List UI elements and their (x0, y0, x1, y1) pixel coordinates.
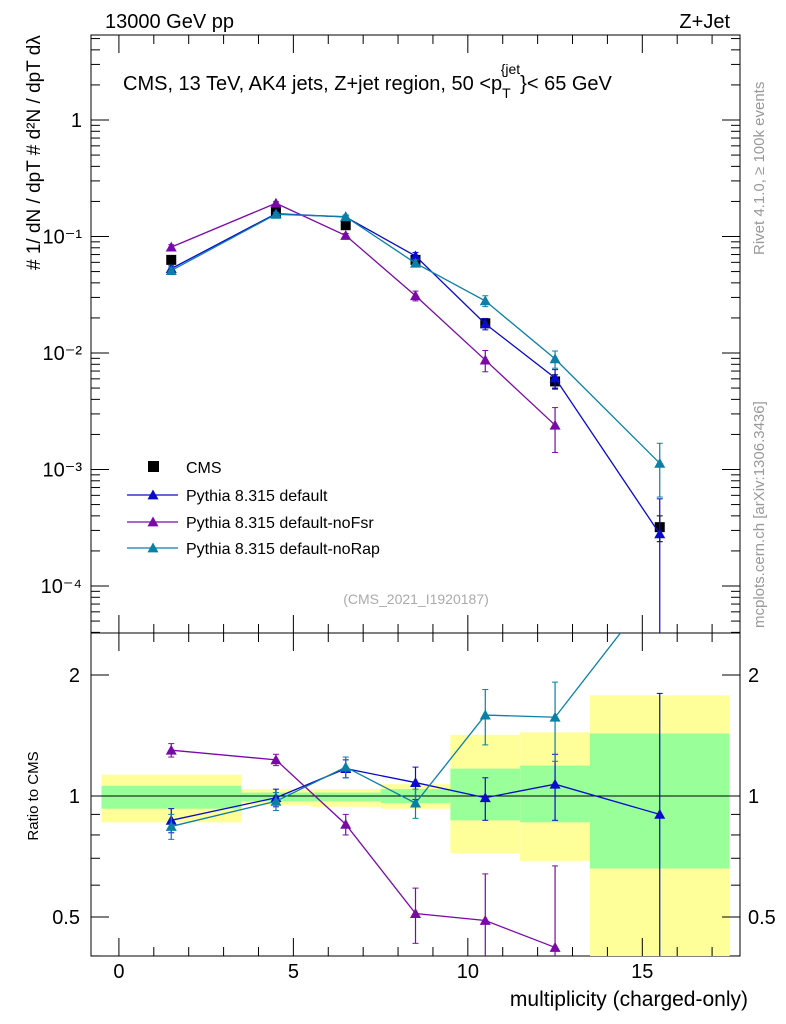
main-point-3 (340, 211, 352, 222)
main-ytick-label: 10⁻² (43, 343, 83, 365)
ratio-ytick-label-right: 0.5 (748, 907, 776, 929)
main-point-3 (410, 257, 421, 268)
main-point-1 (479, 318, 491, 329)
legend-marker-1 (147, 489, 159, 500)
ratio-series-group (165, 633, 666, 956)
legend: CMS Pythia 8.315 default Pythia 8.315 defa… (127, 460, 380, 558)
main-point-3 (270, 208, 282, 219)
ratio-plot-frame (90, 632, 741, 957)
main-y-label-text: # 1/ dN / dpT # d²N / dpT dλ (24, 35, 45, 270)
plot-title-sub: T (502, 85, 511, 101)
band-green-0 (101, 785, 242, 809)
ratio-y-label: Ratio to CMS (25, 751, 42, 840)
main-point-2 (479, 354, 491, 365)
ratio-point-1 (165, 744, 177, 755)
main-series-group (165, 197, 666, 633)
main-line-2 (171, 202, 556, 426)
legend-marker-3 (147, 542, 159, 553)
ratio-point-1 (340, 818, 352, 829)
legend-marker-2 (147, 516, 159, 527)
ratio-xtick-label: 5 (288, 961, 299, 983)
ratio-ytick-label: 1 (69, 786, 80, 808)
main-y-label: # 1/ dN / dpT # d²N / dpT dλ (24, 35, 45, 270)
main-axis-ticks: 10⁻⁴ 10⁻³ 10⁻² 10⁻¹ 1 (41, 35, 740, 633)
ratio-point-0 (410, 777, 421, 787)
main-point-1 (654, 528, 666, 539)
ratio-axis-ticks: 0 5 10 15 0.5 0.5 1 1 2 2 (52, 633, 776, 983)
main-ytick-label: 1 (71, 110, 82, 132)
legend-label-0: CMS (186, 460, 222, 477)
main-point-cms (340, 220, 351, 231)
main-point-2 (340, 229, 352, 240)
ratio-xtick-label: 15 (631, 961, 653, 983)
main-point-2 (410, 290, 421, 301)
main-point-2 (549, 419, 561, 430)
ratio-point-0 (479, 792, 491, 803)
ratio-point-1 (549, 941, 561, 952)
ratio-point-2 (340, 761, 352, 772)
main-point-cms (166, 254, 177, 265)
legend-label-1: Pythia 8.315 default (186, 488, 328, 505)
ratio-line-1 (171, 749, 556, 949)
x-axis-label: multiplicity (charged-only) (510, 988, 748, 1011)
ratio-xtick-label: 10 (457, 961, 479, 983)
main-point-2 (270, 197, 282, 208)
legend-label-2: Pythia 8.315 default-noFsr (186, 515, 374, 532)
legend-marker-cms (148, 461, 159, 472)
main-ytick-label: 10⁻⁴ (41, 576, 82, 598)
plot-title-sup: {jet (501, 61, 521, 77)
main-ytick-label: 10⁻³ (43, 460, 83, 482)
main-point-3 (165, 265, 177, 275)
ratio-point-1 (479, 915, 491, 925)
main-point-1 (549, 372, 561, 383)
ratio-point-2 (165, 820, 177, 831)
ratio-point-2 (479, 709, 491, 720)
main-point-3 (479, 295, 491, 306)
main-point-3 (654, 457, 666, 468)
ratio-point-2 (549, 711, 561, 722)
header-right: Z+Jet (679, 11, 730, 33)
ratio-ytick-label-right: 1 (748, 786, 759, 808)
ratio-ytick-label: 2 (69, 665, 80, 687)
main-ytick-label: 10⁻¹ (43, 227, 83, 249)
ratio-point-1 (270, 754, 282, 765)
main-point-2 (165, 241, 177, 252)
plot-title-main: CMS, 13 TeV, AK4 jets, Z+jet region, 50 … (123, 73, 502, 95)
analysis-reference: (CMS_2021_I1920187) (343, 591, 489, 607)
header-left: 13000 GeV pp (105, 11, 234, 33)
ratio-point-0 (549, 778, 561, 789)
main-point-3 (549, 353, 561, 364)
ratio-ytick-label: 0.5 (52, 907, 80, 929)
plot-title-end: }< 65 GeV (520, 73, 612, 95)
ratio-ytick-label-right: 2 (748, 665, 759, 687)
mcplots-label: mcplots.cern.ch [arXiv:1306.3436] (751, 401, 768, 628)
rivet-version-label: Rivet 4.1.0, ≥ 100k events (751, 82, 768, 255)
ratio-point-2 (270, 795, 282, 806)
ratio-xtick-label: 0 (113, 961, 124, 983)
main-point-1 (410, 250, 421, 261)
legend-label-3: Pythia 8.315 default-noRap (186, 541, 380, 558)
ratio-point-1 (410, 908, 421, 918)
ratio-point-0 (654, 808, 666, 819)
plot-title: CMS, 13 TeV, AK4 jets, Z+jet region, 50 … (123, 61, 613, 101)
ratio-point-2 (410, 797, 421, 808)
band-green-2 (310, 792, 381, 802)
